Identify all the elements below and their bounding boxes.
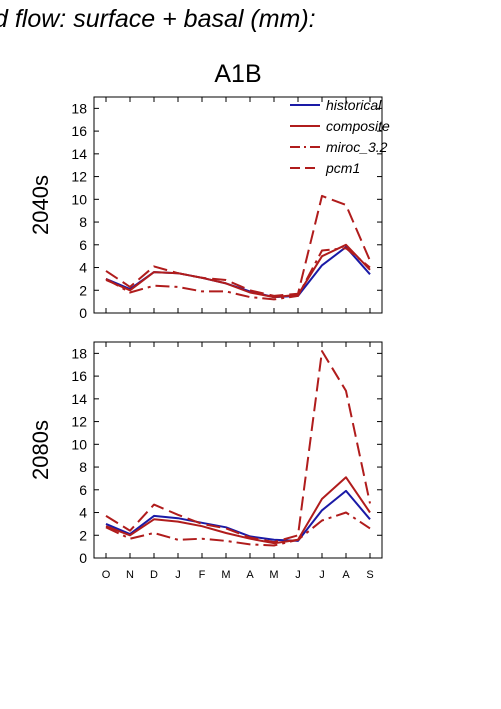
y-tick-label: 0	[79, 305, 87, 321]
plot-frame	[93, 341, 383, 559]
x-tick-label: A	[342, 569, 350, 581]
y-tick-label: 2	[79, 282, 87, 298]
y-tick-label: 0	[79, 550, 87, 566]
y-tick-label: 12	[71, 414, 87, 430]
x-tick-label: O	[102, 569, 111, 581]
y-tick-label: 6	[79, 482, 87, 498]
y-tick-label: 4	[79, 505, 87, 521]
series-line-composite	[105, 476, 371, 545]
y-tick-label: 16	[71, 368, 87, 384]
y-tick-label: 12	[71, 169, 87, 185]
panel-2040s: 0 2 4 6 8 10 12 14 16 18 2040s historical composite m…	[28, 96, 390, 321]
series-line-historical	[105, 489, 371, 542]
y-tick-label: 4	[79, 260, 87, 276]
series-line-historical	[105, 246, 371, 299]
series-line-pcm1	[105, 350, 371, 544]
series-line-miroc-3-2	[105, 511, 371, 547]
series-line-miroc-3-2	[105, 247, 371, 301]
legend: historical composite miroc_3.2 pcm1	[290, 97, 390, 176]
y-tick-label: 10	[71, 436, 87, 452]
plot-frame	[93, 96, 383, 314]
y-tick-label: 6	[79, 237, 87, 253]
x-tick-label: S	[366, 569, 373, 581]
y-tick-label: 16	[71, 123, 87, 139]
x-tick-label: A	[246, 569, 254, 581]
x-tick-label: M	[269, 569, 278, 581]
panels-group: 0 2 4 6 8 10 12 14 16 18 2040s historical composite m…	[28, 96, 390, 581]
x-tick-label: N	[126, 569, 134, 581]
series-line-pcm1	[105, 194, 371, 297]
y-tick-label: 8	[79, 459, 87, 475]
panel-label: 2040s	[28, 175, 53, 235]
y-tick-label: 8	[79, 214, 87, 230]
y-tick-label: 2	[79, 527, 87, 543]
y-tick-label: 18	[71, 345, 87, 361]
x-tick-label: D	[150, 569, 158, 581]
legend-label: miroc_3.2	[326, 139, 388, 155]
x-tick-label: M	[221, 569, 230, 581]
figure-header: d flow: surface + basal (mm):	[0, 5, 316, 33]
y-tick-label: 18	[71, 100, 87, 116]
panel-label: 2080s	[28, 420, 53, 480]
x-tick-label: J	[319, 569, 325, 581]
x-tick-label: J	[295, 569, 301, 581]
y-tick-label: 14	[71, 391, 87, 407]
legend-label: composite	[326, 118, 390, 134]
scenario-title: A1B	[214, 60, 261, 88]
y-tick-label: 10	[71, 191, 87, 207]
legend-label: historical	[326, 97, 382, 113]
series-line-composite	[105, 243, 371, 299]
panel-2080s: 0 2 4 6 8 10 12 14 16 18 O N D J F M A M J J A S 2080s	[28, 341, 383, 581]
x-tick-label: J	[175, 569, 181, 581]
y-tick-label: 14	[71, 146, 87, 162]
legend-label: pcm1	[325, 160, 360, 176]
x-tick-label: F	[199, 569, 206, 581]
